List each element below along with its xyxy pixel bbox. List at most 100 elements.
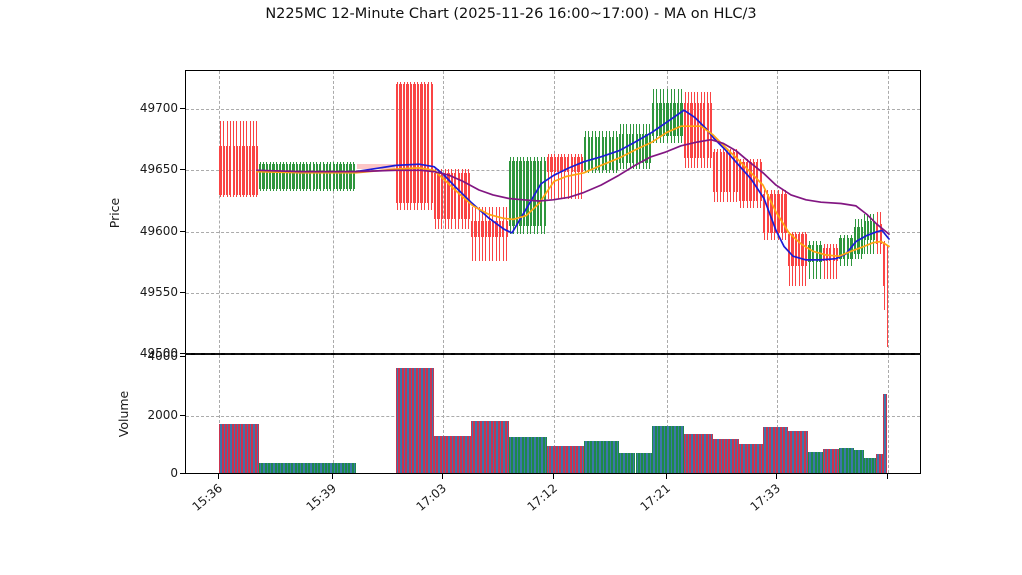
candle-bar <box>444 172 447 220</box>
candle-bar <box>498 220 501 237</box>
gridline-vertical <box>333 355 334 473</box>
volume-bar <box>265 462 270 473</box>
volume-bar <box>628 452 633 473</box>
candle-bar <box>732 151 735 193</box>
candle-bar <box>784 193 787 233</box>
candle-bar <box>690 102 693 159</box>
volume-bar <box>745 444 750 473</box>
volume-bar <box>474 421 478 473</box>
volume-bar <box>235 424 240 473</box>
gridline-horizontal <box>186 293 920 294</box>
candle-bar <box>798 234 801 266</box>
volume-bar <box>255 424 259 473</box>
volume-bar <box>295 462 300 473</box>
candle-bar <box>739 161 742 201</box>
volume-bar <box>811 452 816 473</box>
volume-bar <box>716 439 720 473</box>
volume-bar <box>423 367 428 473</box>
candle-bar <box>447 172 450 220</box>
x-tick-label: 17:03 <box>413 481 450 514</box>
candle-bar <box>567 156 570 172</box>
candle-bar <box>491 220 495 237</box>
candle-bar <box>420 84 423 204</box>
volume-bar <box>289 462 293 473</box>
x-tickmark <box>442 473 444 479</box>
volume-bar <box>655 426 660 473</box>
candle-bar <box>345 164 349 189</box>
candle-bar <box>481 220 484 237</box>
candle-bar <box>684 102 687 159</box>
volume-bar <box>842 447 847 473</box>
volume-bar <box>444 435 448 473</box>
candle-bar <box>332 164 335 189</box>
candle-wick <box>577 154 579 199</box>
candle-bar <box>659 102 662 136</box>
volume-bar <box>322 462 326 473</box>
volume-bar <box>519 436 523 473</box>
volume-bar <box>349 462 353 473</box>
volume-bar <box>735 439 739 473</box>
candle-bar <box>625 133 628 163</box>
candle-bar <box>879 224 882 244</box>
candle-bar <box>759 161 762 201</box>
volume-bar <box>416 367 421 473</box>
candle-bar <box>325 164 329 189</box>
candle-bar <box>886 278 889 286</box>
candle-bar <box>225 145 229 195</box>
candle-bar <box>454 172 457 220</box>
volume-bar <box>249 424 253 473</box>
volume-bar <box>491 421 496 473</box>
candle-bar <box>777 193 780 233</box>
volume-bar <box>279 462 283 473</box>
volume-bar <box>770 426 774 473</box>
candle-bar <box>854 226 857 254</box>
candle-bar <box>580 156 583 172</box>
gridline-horizontal <box>186 231 920 233</box>
volume-bar <box>242 424 246 473</box>
volume-bar <box>619 452 623 473</box>
gridline-vertical <box>443 355 445 473</box>
volume-bar <box>570 446 574 473</box>
volume-bar <box>557 446 561 473</box>
candle-bar <box>876 224 879 244</box>
volume-bar <box>427 367 431 473</box>
x-tick-label: 17:33 <box>747 481 784 514</box>
candle-bar <box>791 234 794 266</box>
volume-bar <box>857 450 861 473</box>
volume-bar <box>484 421 489 473</box>
volume-bar <box>262 462 266 473</box>
candle-bar <box>666 102 669 136</box>
x-tickmark <box>666 473 667 479</box>
candle-bar <box>591 137 594 171</box>
volume-bar <box>580 446 584 473</box>
candle-bar <box>804 234 807 266</box>
candle-bar <box>339 164 342 189</box>
volume-bar <box>515 436 520 473</box>
volume-bar <box>529 436 534 473</box>
volume-bar <box>292 462 296 473</box>
volume-bar <box>815 452 820 473</box>
candle-bar <box>239 145 242 195</box>
candle-bar <box>860 226 863 254</box>
candle-bar <box>713 151 716 193</box>
candle-bar <box>427 84 430 204</box>
candle-bar <box>319 164 322 189</box>
volume-bar <box>536 436 541 473</box>
volume-bar <box>219 424 223 473</box>
volume-bar <box>876 453 880 473</box>
candle-bar <box>495 220 498 237</box>
volume-bar <box>879 453 883 473</box>
volume-bar <box>282 462 286 473</box>
chart-title: N225MC 12-Minute Chart (2025-11-26 16:00… <box>265 6 757 22</box>
candle-bar <box>275 164 278 189</box>
volume-bar <box>305 462 310 473</box>
candle-bar <box>662 102 666 136</box>
x-tick-label: 17:21 <box>637 481 673 514</box>
volume-bar <box>540 436 544 473</box>
candle-bar <box>413 84 416 204</box>
candle-bar <box>322 164 325 189</box>
volume-bar <box>696 433 701 473</box>
volume-bar <box>245 424 250 473</box>
price-tick-label: 49650 <box>139 162 178 177</box>
